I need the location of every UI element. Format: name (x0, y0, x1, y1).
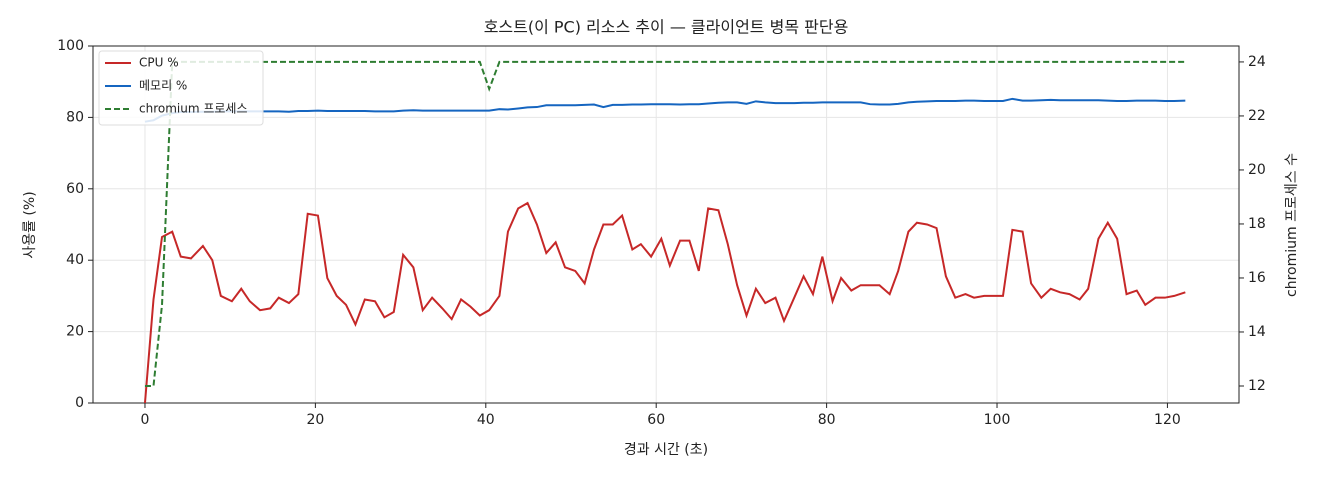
x-axis-label: 경과 시간 (초) (624, 442, 708, 458)
y-tick-label: 0 (75, 395, 84, 411)
plot-frame (92, 45, 1240, 404)
y-tick-label: 100 (57, 38, 84, 54)
y2-tick-label: 12 (1248, 378, 1266, 394)
y2-axis-label: chromium 프로세스 수 (1284, 153, 1300, 297)
y2-tick-label: 14 (1248, 324, 1266, 340)
y-tick-label: 40 (66, 252, 84, 268)
chart-title: 호스트(이 PC) 리소스 추이 — 클라이언트 병목 판단용 (484, 18, 849, 37)
y2-tick-label: 24 (1248, 54, 1266, 70)
y2-tick-label: 16 (1248, 270, 1266, 286)
legend: CPU % 메모리 % chromium 프로세스 (98, 50, 264, 126)
y-tick-label: 20 (66, 324, 84, 340)
y-tick-label: 80 (66, 109, 84, 125)
data-line (144, 60, 1186, 387)
legend-box (98, 50, 264, 126)
data-line (143, 201, 1186, 404)
y2-tick-label: 18 (1248, 216, 1266, 232)
y2-tick-label: 22 (1248, 108, 1266, 124)
x-tick-label: 0 (141, 412, 150, 428)
legend-label: CPU % (139, 56, 179, 70)
y-axis-label: 사용률 (%) (22, 191, 38, 258)
y2-tick-label: 20 (1248, 162, 1266, 178)
legend-label: chromium 프로세스 (139, 102, 248, 116)
x-tick-label: 40 (477, 412, 495, 428)
y-tick-label: 60 (66, 181, 84, 197)
legend-label: 메모리 % (139, 79, 187, 93)
x-tick-label: 120 (1154, 412, 1181, 428)
x-tick-label: 60 (647, 412, 665, 428)
x-tick-label: 20 (306, 412, 324, 428)
data-line (144, 97, 1186, 123)
x-tick-label: 80 (818, 412, 836, 428)
x-tick-label: 100 (984, 412, 1011, 428)
